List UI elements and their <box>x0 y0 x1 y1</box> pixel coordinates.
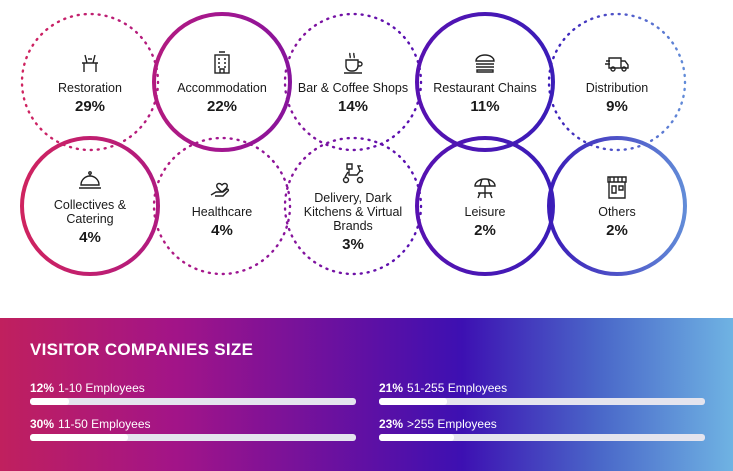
sector-label: Distribution <box>585 81 649 95</box>
sector-label: Others <box>598 205 636 219</box>
burger-icon <box>475 54 495 73</box>
sector-label: Healthcare <box>191 205 253 219</box>
sector-percent: 29% <box>74 98 106 115</box>
sector-accommodation: Accommodation 22% <box>162 22 282 142</box>
sector-label: Delivery, Dark Kitchens & Virtual Brands <box>303 191 403 233</box>
rings-background <box>20 12 687 276</box>
sector-collectives-catering: Collectives & Catering 4% <box>30 146 150 266</box>
sector-percent: 4% <box>211 222 233 239</box>
size-bar-fill <box>30 398 70 405</box>
delivery-scooter-icon <box>342 163 364 184</box>
sector-percent: 22% <box>206 98 238 115</box>
size-bar-track <box>379 398 705 405</box>
beach-umbrella-icon <box>474 178 496 199</box>
sector-restaurant-chains: Restaurant Chains 11% <box>425 22 545 142</box>
size-bar-percent: 21% <box>379 381 404 395</box>
size-bar-label: 51-255 Employees <box>407 381 508 395</box>
sector-others: Others 2% <box>557 146 677 266</box>
sector-percent: 2% <box>606 222 628 239</box>
sector-percent: 4% <box>79 229 101 246</box>
sector-label: Leisure <box>464 205 506 219</box>
sector-healthcare: Healthcare 4% <box>162 146 282 266</box>
sector-distribution: Distribution 9% <box>557 22 677 142</box>
sector-percent: 14% <box>337 98 369 115</box>
size-bar-track <box>30 434 356 441</box>
storefront-icon <box>607 176 627 199</box>
size-bar-label: 1-10 Employees <box>58 381 145 395</box>
size-bar-track <box>30 398 356 405</box>
size-bar-percent: 30% <box>30 417 55 431</box>
cloche-icon <box>79 171 101 189</box>
sector-percent: 3% <box>342 236 364 253</box>
sector-bar-coffee: Bar & Coffee Shops 14% <box>293 22 413 142</box>
hotel-icon <box>214 51 230 74</box>
sector-label: Bar & Coffee Shops <box>297 81 409 95</box>
size-bar-track <box>379 434 705 441</box>
size-bar-percent: 23% <box>379 417 404 431</box>
sector-delivery: Delivery, Dark Kitchens & Virtual Brands… <box>293 146 413 266</box>
company-size-panel: VISITOR COMPANIES SIZE 12% 1-10 Employees… <box>0 318 733 471</box>
size-bar-label: >255 Employees <box>407 417 497 431</box>
size-bar-fill <box>379 398 448 405</box>
size-bar-255-plus: 23% >255 Employees <box>379 416 705 441</box>
sector-percent: 2% <box>474 222 496 239</box>
sector-label: Restoration <box>58 81 122 95</box>
size-bar-fill <box>379 434 454 441</box>
delivery-truck-icon <box>605 57 629 72</box>
sector-restoration: Restoration 29% <box>30 22 150 142</box>
company-size-title: VISITOR COMPANIES SIZE <box>30 340 254 359</box>
sector-label: Restaurant Chains <box>433 81 537 95</box>
size-bar-11-50: 30% 11-50 Employees <box>30 416 356 441</box>
sector-label: Accommodation <box>177 81 267 95</box>
size-bar-label: 11-50 Employees <box>58 417 151 431</box>
heart-hand-icon <box>210 182 230 197</box>
sector-percent: 9% <box>606 98 628 115</box>
dining-table-icon <box>82 54 98 72</box>
size-bar-51-255: 21% 51-255 Employees <box>379 380 705 405</box>
coffee-cup-icon <box>344 52 363 74</box>
sector-percent: 11% <box>470 98 500 115</box>
sector-leisure: Leisure 2% <box>425 146 545 266</box>
size-bar-1-10: 12% 1-10 Employees <box>30 380 356 405</box>
size-bar-percent: 12% <box>30 381 55 395</box>
sector-label: Collectives & Catering <box>53 198 127 226</box>
size-bar-fill <box>30 434 128 441</box>
